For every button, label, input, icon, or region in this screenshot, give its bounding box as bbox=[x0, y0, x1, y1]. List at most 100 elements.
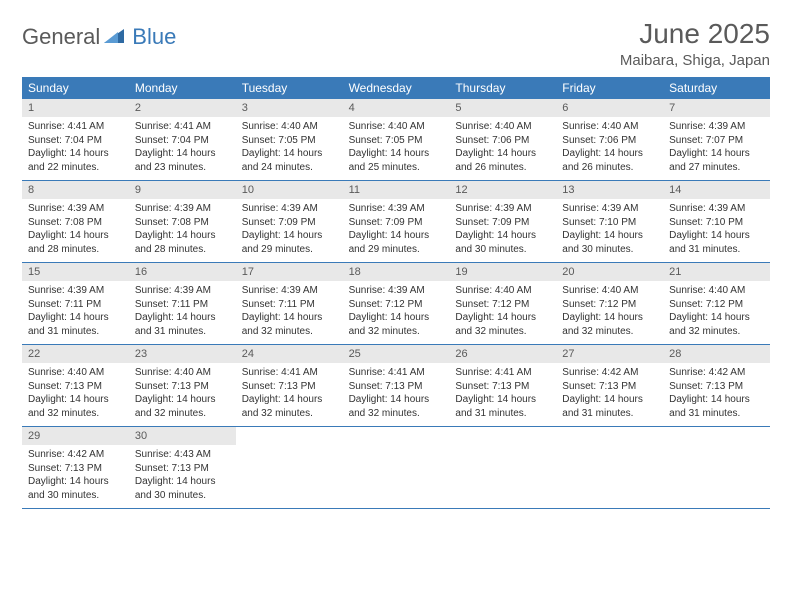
day-details: Sunrise: 4:39 AMSunset: 7:10 PMDaylight:… bbox=[556, 199, 663, 262]
day-cell: 3Sunrise: 4:40 AMSunset: 7:05 PMDaylight… bbox=[236, 99, 343, 180]
day-number: 28 bbox=[663, 345, 770, 363]
day-cell: 27Sunrise: 4:42 AMSunset: 7:13 PMDayligh… bbox=[556, 345, 663, 426]
day-cell: 22Sunrise: 4:40 AMSunset: 7:13 PMDayligh… bbox=[22, 345, 129, 426]
day-number: 18 bbox=[343, 263, 450, 281]
brand-logo: General Blue bbox=[22, 24, 176, 50]
day-detail-line: Daylight: 14 hours bbox=[135, 475, 230, 489]
day-detail-line: and 31 minutes. bbox=[455, 407, 550, 421]
day-detail-line: Sunrise: 4:39 AM bbox=[562, 202, 657, 216]
day-detail-line: Sunrise: 4:41 AM bbox=[455, 366, 550, 380]
day-detail-line: Sunset: 7:06 PM bbox=[455, 134, 550, 148]
day-detail-line: and 31 minutes. bbox=[562, 407, 657, 421]
day-details: Sunrise: 4:42 AMSunset: 7:13 PMDaylight:… bbox=[663, 363, 770, 426]
day-detail-line: Daylight: 14 hours bbox=[349, 229, 444, 243]
day-cell: 30Sunrise: 4:43 AMSunset: 7:13 PMDayligh… bbox=[129, 427, 236, 508]
day-detail-line: Sunrise: 4:39 AM bbox=[455, 202, 550, 216]
day-cell: 5Sunrise: 4:40 AMSunset: 7:06 PMDaylight… bbox=[449, 99, 556, 180]
day-detail-line: Sunrise: 4:41 AM bbox=[28, 120, 123, 134]
day-details: Sunrise: 4:39 AMSunset: 7:09 PMDaylight:… bbox=[343, 199, 450, 262]
day-detail-line: and 22 minutes. bbox=[28, 161, 123, 175]
day-detail-line: Daylight: 14 hours bbox=[669, 393, 764, 407]
day-cell: 29Sunrise: 4:42 AMSunset: 7:13 PMDayligh… bbox=[22, 427, 129, 508]
day-header: Tuesday bbox=[236, 77, 343, 99]
triangle-icon bbox=[104, 27, 124, 48]
day-detail-line: Daylight: 14 hours bbox=[28, 147, 123, 161]
day-detail-line: Daylight: 14 hours bbox=[562, 229, 657, 243]
day-number: 26 bbox=[449, 345, 556, 363]
day-detail-line: Sunrise: 4:39 AM bbox=[28, 202, 123, 216]
day-number: 24 bbox=[236, 345, 343, 363]
day-number: 21 bbox=[663, 263, 770, 281]
day-details: Sunrise: 4:39 AMSunset: 7:07 PMDaylight:… bbox=[663, 117, 770, 180]
day-number: 9 bbox=[129, 181, 236, 199]
week-row: 29Sunrise: 4:42 AMSunset: 7:13 PMDayligh… bbox=[22, 427, 770, 509]
day-details: Sunrise: 4:41 AMSunset: 7:13 PMDaylight:… bbox=[343, 363, 450, 426]
day-detail-line: and 31 minutes. bbox=[669, 407, 764, 421]
day-detail-line: and 32 minutes. bbox=[455, 325, 550, 339]
day-cell: 2Sunrise: 4:41 AMSunset: 7:04 PMDaylight… bbox=[129, 99, 236, 180]
day-details: Sunrise: 4:40 AMSunset: 7:12 PMDaylight:… bbox=[556, 281, 663, 344]
day-detail-line: Sunset: 7:08 PM bbox=[28, 216, 123, 230]
day-detail-line: Daylight: 14 hours bbox=[455, 229, 550, 243]
day-number: 12 bbox=[449, 181, 556, 199]
day-number: 1 bbox=[22, 99, 129, 117]
day-cell: 9Sunrise: 4:39 AMSunset: 7:08 PMDaylight… bbox=[129, 181, 236, 262]
day-detail-line: and 28 minutes. bbox=[28, 243, 123, 257]
day-details: Sunrise: 4:40 AMSunset: 7:05 PMDaylight:… bbox=[343, 117, 450, 180]
day-detail-line: Sunrise: 4:42 AM bbox=[28, 448, 123, 462]
day-detail-line: Daylight: 14 hours bbox=[455, 311, 550, 325]
day-detail-line: and 29 minutes. bbox=[349, 243, 444, 257]
day-detail-line: Sunrise: 4:39 AM bbox=[669, 202, 764, 216]
day-number: 16 bbox=[129, 263, 236, 281]
day-detail-line: Sunset: 7:12 PM bbox=[349, 298, 444, 312]
day-detail-line: Sunrise: 4:43 AM bbox=[135, 448, 230, 462]
day-header: Monday bbox=[129, 77, 236, 99]
day-detail-line: Sunset: 7:13 PM bbox=[28, 462, 123, 476]
day-number: 19 bbox=[449, 263, 556, 281]
day-detail-line: and 31 minutes. bbox=[28, 325, 123, 339]
day-number: 20 bbox=[556, 263, 663, 281]
day-number: 2 bbox=[129, 99, 236, 117]
location-text: Maibara, Shiga, Japan bbox=[620, 52, 770, 69]
day-details: Sunrise: 4:40 AMSunset: 7:12 PMDaylight:… bbox=[663, 281, 770, 344]
day-detail-line: Sunset: 7:12 PM bbox=[455, 298, 550, 312]
page: General Blue June 2025 Maibara, Shiga, J… bbox=[0, 0, 792, 527]
brand-part2: Blue bbox=[132, 24, 176, 50]
day-details: Sunrise: 4:39 AMSunset: 7:10 PMDaylight:… bbox=[663, 199, 770, 262]
day-detail-line: Sunrise: 4:39 AM bbox=[349, 202, 444, 216]
week-row: 15Sunrise: 4:39 AMSunset: 7:11 PMDayligh… bbox=[22, 263, 770, 345]
day-detail-line: and 30 minutes. bbox=[28, 489, 123, 503]
day-cell: .. bbox=[449, 427, 556, 508]
day-cell: 11Sunrise: 4:39 AMSunset: 7:09 PMDayligh… bbox=[343, 181, 450, 262]
day-details: Sunrise: 4:40 AMSunset: 7:13 PMDaylight:… bbox=[129, 363, 236, 426]
day-details: Sunrise: 4:39 AMSunset: 7:08 PMDaylight:… bbox=[129, 199, 236, 262]
header: General Blue June 2025 Maibara, Shiga, J… bbox=[22, 18, 770, 69]
day-number: 5 bbox=[449, 99, 556, 117]
day-detail-line: Daylight: 14 hours bbox=[669, 147, 764, 161]
day-details: Sunrise: 4:41 AMSunset: 7:13 PMDaylight:… bbox=[449, 363, 556, 426]
day-number: 6 bbox=[556, 99, 663, 117]
day-detail-line: Daylight: 14 hours bbox=[28, 393, 123, 407]
day-detail-line: Sunset: 7:10 PM bbox=[562, 216, 657, 230]
day-detail-line: Daylight: 14 hours bbox=[135, 311, 230, 325]
day-details: Sunrise: 4:43 AMSunset: 7:13 PMDaylight:… bbox=[129, 445, 236, 508]
day-cell: .. bbox=[343, 427, 450, 508]
weeks-container: 1Sunrise: 4:41 AMSunset: 7:04 PMDaylight… bbox=[22, 99, 770, 509]
day-detail-line: Sunrise: 4:40 AM bbox=[455, 120, 550, 134]
day-detail-line: and 27 minutes. bbox=[669, 161, 764, 175]
day-detail-line: and 32 minutes. bbox=[349, 325, 444, 339]
day-detail-line: Sunrise: 4:41 AM bbox=[349, 366, 444, 380]
day-cell: 18Sunrise: 4:39 AMSunset: 7:12 PMDayligh… bbox=[343, 263, 450, 344]
day-detail-line: Sunset: 7:13 PM bbox=[349, 380, 444, 394]
day-detail-line: Sunrise: 4:39 AM bbox=[349, 284, 444, 298]
day-detail-line: Sunset: 7:13 PM bbox=[455, 380, 550, 394]
day-detail-line: Sunset: 7:13 PM bbox=[562, 380, 657, 394]
day-cell: 24Sunrise: 4:41 AMSunset: 7:13 PMDayligh… bbox=[236, 345, 343, 426]
day-detail-line: Sunrise: 4:39 AM bbox=[135, 202, 230, 216]
day-detail-line: and 23 minutes. bbox=[135, 161, 230, 175]
day-cell: 15Sunrise: 4:39 AMSunset: 7:11 PMDayligh… bbox=[22, 263, 129, 344]
day-detail-line: Sunset: 7:05 PM bbox=[349, 134, 444, 148]
day-number: 14 bbox=[663, 181, 770, 199]
day-cell: 25Sunrise: 4:41 AMSunset: 7:13 PMDayligh… bbox=[343, 345, 450, 426]
day-details: Sunrise: 4:39 AMSunset: 7:08 PMDaylight:… bbox=[22, 199, 129, 262]
